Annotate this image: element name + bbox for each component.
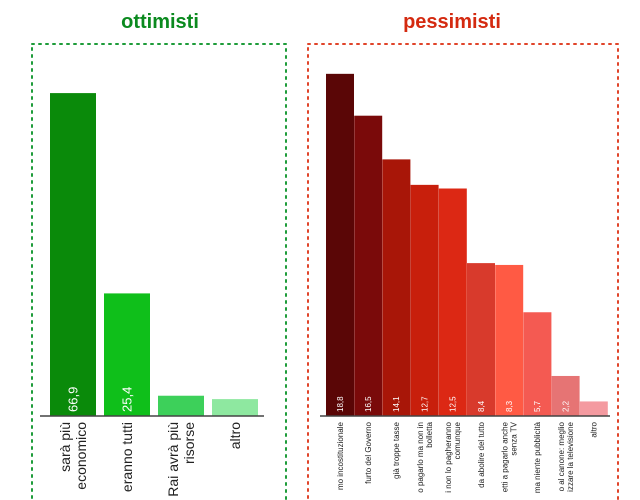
- category-label: furto del Governo: [364, 421, 373, 483]
- bar: [579, 401, 608, 416]
- optimists-title: ottimisti: [121, 11, 199, 33]
- pessimists-panel: pessimisti 18,8 mo incostituzionale 16,5 fu…: [307, 11, 619, 500]
- bar: [50, 93, 96, 416]
- optimists-bars: 66,9 sarà piùeconomico 25,4 eranno tutti 4,2…: [50, 93, 258, 497]
- bar: [495, 264, 524, 416]
- bar: [523, 312, 552, 416]
- bar: [382, 159, 411, 416]
- category-label: eranno tutti: [119, 422, 135, 492]
- value-label: 18,8: [336, 396, 345, 412]
- value-label: 4,2: [174, 374, 189, 392]
- category-label: mo incostituzionale: [336, 421, 345, 490]
- value-label: 25,4: [120, 387, 135, 412]
- value-label: 14,1: [392, 396, 401, 412]
- value-label: 3,5: [228, 377, 243, 395]
- value-label: 5,7: [533, 400, 542, 412]
- category-label: sarà piùeconomico: [57, 422, 89, 490]
- category-label: Rai avrà piùrisorse: [165, 422, 197, 497]
- bar: [104, 293, 150, 416]
- bar: [158, 395, 204, 416]
- category-label: ma niente pubblicità: [533, 421, 542, 493]
- value-label: 66,9: [66, 387, 81, 412]
- value-label: 8,3: [505, 400, 514, 412]
- value-label: 0,8: [590, 386, 599, 398]
- bar: [354, 115, 383, 416]
- category-label: altro: [590, 421, 599, 437]
- category-label: già troppe tasse: [392, 421, 401, 478]
- value-label: 16,5: [364, 396, 373, 412]
- pessimists-frame: [307, 43, 619, 500]
- value-label: 2,2: [561, 400, 570, 412]
- bar: [551, 375, 580, 416]
- category-label: o pagarlo ma non inbolletta: [416, 421, 434, 492]
- bar: [467, 263, 495, 416]
- category-label: i non lo pagherannocomunque: [444, 421, 462, 492]
- pessimists-bars: 18,8 mo incostituzionale 16,5 furto del Gov…: [326, 73, 608, 493]
- bar: [326, 73, 354, 416]
- optimists-panel: ottimisti 66,9 sarà piùeconomico 25,4 erann…: [31, 11, 287, 500]
- category-label: da abolire del tutto: [477, 421, 486, 487]
- bar: [410, 184, 439, 416]
- pessimists-title: pessimisti: [403, 11, 501, 33]
- optimists-frame: [31, 43, 287, 500]
- category-label: etti a pagarlo anchesenza TV: [501, 421, 519, 492]
- bar: [212, 399, 258, 416]
- value-label: 12,5: [449, 396, 458, 412]
- category-label: o al canone: meglioizzare la televisione: [557, 421, 575, 491]
- bar: [438, 188, 467, 416]
- value-label: 12,7: [420, 396, 429, 412]
- category-label: altro: [227, 422, 243, 449]
- value-label: 8,4: [477, 400, 486, 412]
